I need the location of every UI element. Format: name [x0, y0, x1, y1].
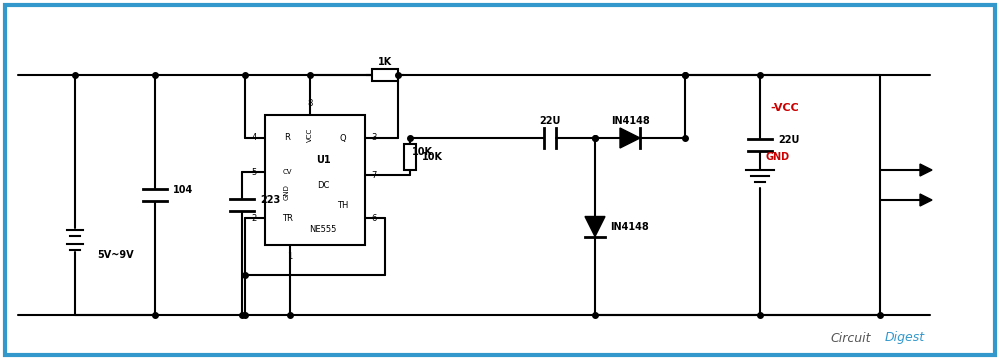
Text: IN4148: IN4148	[611, 116, 649, 126]
Bar	[265, 115, 365, 245]
Text: TR: TR	[282, 213, 292, 222]
Text: VCC: VCC	[307, 128, 313, 142]
Text: Circuit: Circuit	[830, 332, 871, 345]
Text: TH: TH	[337, 201, 349, 210]
Text: 6: 6	[371, 213, 376, 222]
Text: GND: GND	[765, 152, 789, 162]
Polygon shape	[920, 194, 932, 206]
Text: 1: 1	[287, 252, 293, 261]
Text: 22U: 22U	[778, 135, 799, 145]
Text: 5V~9V: 5V~9V	[97, 250, 134, 260]
Text: CV: CV	[282, 169, 292, 175]
Polygon shape	[585, 216, 605, 237]
Text: 223: 223	[260, 195, 280, 205]
Text: Q: Q	[340, 134, 346, 143]
Text: 1K: 1K	[378, 57, 392, 67]
Polygon shape	[920, 164, 932, 176]
Text: -VCC: -VCC	[770, 103, 799, 113]
Text: GND: GND	[284, 184, 290, 200]
Polygon shape	[620, 128, 640, 148]
Text: 22U: 22U	[539, 116, 561, 126]
Bar	[404, 144, 416, 170]
Text: 8: 8	[307, 99, 313, 108]
Bar	[372, 69, 398, 81]
Text: NE555: NE555	[309, 225, 337, 234]
Text: 5: 5	[252, 167, 257, 176]
Text: IN4148: IN4148	[610, 221, 649, 231]
Text: 7: 7	[371, 171, 376, 180]
Text: DC: DC	[317, 180, 329, 189]
Text: 10K: 10K	[412, 147, 433, 157]
Text: U1: U1	[316, 155, 330, 165]
Text: 3: 3	[371, 134, 376, 143]
Text: 104: 104	[173, 185, 193, 195]
Text: 2: 2	[252, 213, 257, 222]
Text: 4: 4	[252, 134, 257, 143]
Text: R: R	[284, 134, 290, 143]
Text: 10K: 10K	[422, 152, 443, 162]
Text: Digest: Digest	[885, 332, 925, 345]
